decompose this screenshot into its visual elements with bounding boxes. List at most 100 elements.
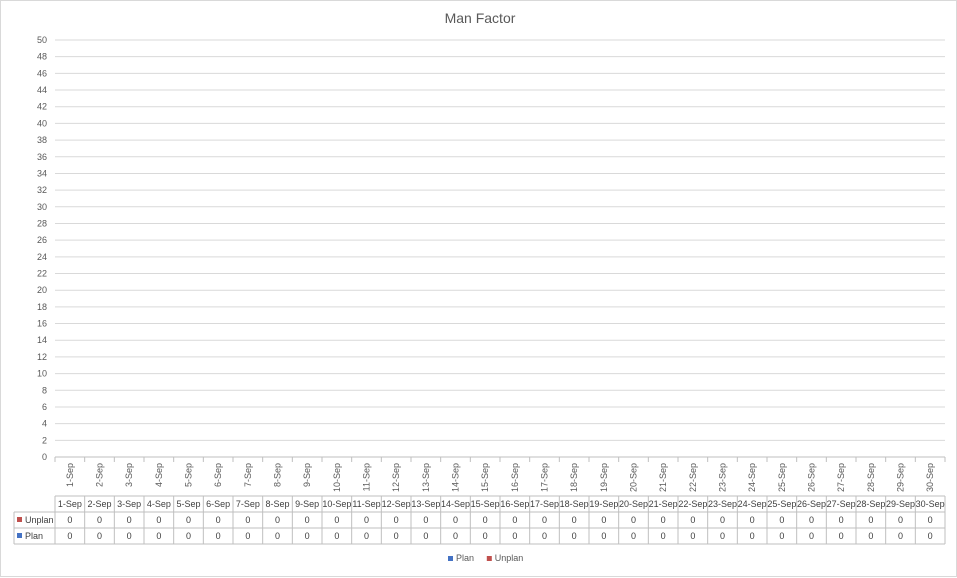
table-header-cell: 19-Sep xyxy=(589,499,618,509)
x-category-label: 27-Sep xyxy=(836,463,846,492)
table-cell: 0 xyxy=(868,531,873,541)
table-cell: 0 xyxy=(364,515,369,525)
table-header-cell: 5-Sep xyxy=(176,499,200,509)
table-cell: 0 xyxy=(601,531,606,541)
y-tick-label: 24 xyxy=(37,252,47,262)
y-tick-label: 44 xyxy=(37,85,47,95)
table-cell: 0 xyxy=(928,531,933,541)
table-cell: 0 xyxy=(898,515,903,525)
legend-key-unplan xyxy=(486,556,492,561)
x-category-label: 30-Sep xyxy=(925,463,935,492)
chart-title: Man Factor xyxy=(445,10,516,26)
x-category-label: 5-Sep xyxy=(184,463,194,487)
x-category-label: 8-Sep xyxy=(273,463,283,487)
table-header-cell: 9-Sep xyxy=(295,499,319,509)
legend-label: Unplan xyxy=(495,553,524,563)
y-tick-label: 42 xyxy=(37,102,47,112)
table-cell: 0 xyxy=(512,531,517,541)
y-tick-label: 48 xyxy=(37,52,47,62)
table-cell: 0 xyxy=(779,515,784,525)
table-row-label: Unplan xyxy=(25,515,54,525)
y-tick-label: 38 xyxy=(37,135,47,145)
table-cell: 0 xyxy=(186,531,191,541)
x-category-label: 15-Sep xyxy=(480,463,490,492)
table-cell: 0 xyxy=(156,531,161,541)
table-cell: 0 xyxy=(127,515,132,525)
y-tick-label: 40 xyxy=(37,118,47,128)
x-category-label: 2-Sep xyxy=(95,463,105,487)
table-cell: 0 xyxy=(67,515,72,525)
table-cell: 0 xyxy=(275,515,280,525)
table-cell: 0 xyxy=(305,515,310,525)
table-header-cell: 14-Sep xyxy=(441,499,470,509)
table-cell: 0 xyxy=(216,515,221,525)
x-category-label: 16-Sep xyxy=(510,463,520,492)
table-cell: 0 xyxy=(572,531,577,541)
table-header-cell: 2-Sep xyxy=(87,499,111,509)
table-header-cell: 6-Sep xyxy=(206,499,230,509)
y-tick-label: 50 xyxy=(37,35,47,45)
y-tick-label: 10 xyxy=(37,369,47,379)
table-cell: 0 xyxy=(67,531,72,541)
table-header-cell: 25-Sep xyxy=(767,499,796,509)
x-category-label: 28-Sep xyxy=(866,463,876,492)
table-header-cell: 26-Sep xyxy=(797,499,826,509)
y-tick-label: 30 xyxy=(37,202,47,212)
y-tick-label: 4 xyxy=(42,419,47,429)
x-category-label: 11-Sep xyxy=(362,463,372,491)
x-category-label: 13-Sep xyxy=(421,463,431,492)
table-header-cell: 12-Sep xyxy=(382,499,411,509)
table-row-label: Plan xyxy=(25,531,43,541)
legend-label: Plan xyxy=(456,553,474,563)
table-cell: 0 xyxy=(245,531,250,541)
table-cell: 0 xyxy=(661,531,666,541)
x-category-label: 29-Sep xyxy=(896,463,906,492)
table-header-cell: 1-Sep xyxy=(58,499,82,509)
x-category-label: 22-Sep xyxy=(688,463,698,492)
table-header-cell: 20-Sep xyxy=(619,499,648,509)
table-cell: 0 xyxy=(868,515,873,525)
table-key-unplan xyxy=(17,517,22,522)
table-cell: 0 xyxy=(661,515,666,525)
y-tick-label: 34 xyxy=(37,168,47,178)
y-tick-label: 36 xyxy=(37,152,47,162)
table-cell: 0 xyxy=(512,515,517,525)
table-cell: 0 xyxy=(216,531,221,541)
table-cell: 0 xyxy=(394,515,399,525)
table-header-cell: 29-Sep xyxy=(886,499,915,509)
table-header-cell: 13-Sep xyxy=(411,499,440,509)
table-cell: 0 xyxy=(631,515,636,525)
table-cell: 0 xyxy=(334,515,339,525)
y-tick-label: 0 xyxy=(42,452,47,462)
table-cell: 0 xyxy=(453,531,458,541)
table-cell: 0 xyxy=(97,531,102,541)
table-cell: 0 xyxy=(186,515,191,525)
x-category-label: 25-Sep xyxy=(777,463,787,492)
table-header-cell: 4-Sep xyxy=(147,499,171,509)
x-category-label: 9-Sep xyxy=(302,463,312,487)
y-tick-label: 16 xyxy=(37,319,47,329)
table-cell: 0 xyxy=(453,515,458,525)
legend-key-plan xyxy=(448,556,453,561)
table-cell: 0 xyxy=(839,515,844,525)
table-cell: 0 xyxy=(364,531,369,541)
table-header-cell: 22-Sep xyxy=(678,499,707,509)
table-cell: 0 xyxy=(127,531,132,541)
table-header-cell: 8-Sep xyxy=(265,499,289,509)
table-header-cell: 21-Sep xyxy=(649,499,678,509)
table-cell: 0 xyxy=(305,531,310,541)
table-cell: 0 xyxy=(779,531,784,541)
table-header-cell: 30-Sep xyxy=(916,499,945,509)
table-cell: 0 xyxy=(572,515,577,525)
x-category-label: 12-Sep xyxy=(391,463,401,492)
table-cell: 0 xyxy=(750,515,755,525)
table-cell: 0 xyxy=(750,531,755,541)
x-category-label: 4-Sep xyxy=(154,463,164,487)
y-tick-label: 8 xyxy=(42,385,47,395)
x-category-label: 19-Sep xyxy=(599,463,609,492)
x-category-label: 24-Sep xyxy=(747,463,757,492)
y-tick-label: 26 xyxy=(37,235,47,245)
x-category-label: 3-Sep xyxy=(124,463,134,487)
table-cell: 0 xyxy=(809,531,814,541)
table-cell: 0 xyxy=(97,515,102,525)
